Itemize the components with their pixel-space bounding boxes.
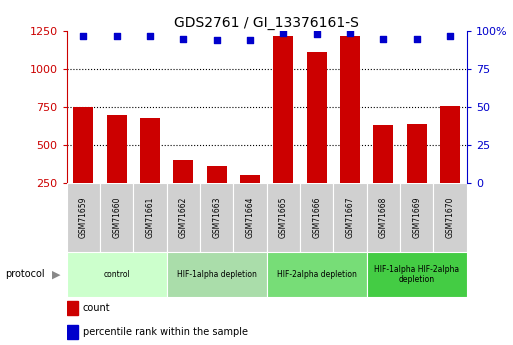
Text: GSM71660: GSM71660 bbox=[112, 197, 121, 238]
Text: percentile rank within the sample: percentile rank within the sample bbox=[83, 327, 248, 337]
Bar bbox=[100, 183, 133, 252]
Point bbox=[446, 33, 454, 38]
Bar bbox=[240, 175, 260, 183]
Point bbox=[112, 33, 121, 38]
Bar bbox=[433, 183, 467, 252]
Bar bbox=[400, 183, 433, 252]
Text: GSM71662: GSM71662 bbox=[179, 197, 188, 238]
Point bbox=[312, 31, 321, 37]
Point bbox=[346, 30, 354, 35]
Bar bbox=[67, 183, 100, 252]
Bar bbox=[267, 252, 367, 297]
Bar bbox=[207, 166, 227, 183]
Text: HIF-1alpha HIF-2alpha
depletion: HIF-1alpha HIF-2alpha depletion bbox=[374, 265, 459, 284]
Bar bbox=[407, 125, 427, 183]
Bar bbox=[140, 118, 160, 183]
Point bbox=[246, 37, 254, 43]
Text: GSM71667: GSM71667 bbox=[346, 197, 354, 238]
Bar bbox=[367, 252, 467, 297]
Title: GDS2761 / GI_13376161-S: GDS2761 / GI_13376161-S bbox=[174, 16, 359, 30]
Bar bbox=[133, 183, 167, 252]
Text: GSM71666: GSM71666 bbox=[312, 197, 321, 238]
Bar bbox=[73, 107, 93, 183]
Bar bbox=[167, 183, 200, 252]
Text: control: control bbox=[103, 270, 130, 279]
Point bbox=[412, 36, 421, 41]
Text: GSM71665: GSM71665 bbox=[279, 197, 288, 238]
Text: HIF-1alpha depletion: HIF-1alpha depletion bbox=[177, 270, 256, 279]
Text: GSM71663: GSM71663 bbox=[212, 197, 221, 238]
Bar bbox=[107, 115, 127, 183]
Bar bbox=[367, 183, 400, 252]
Bar bbox=[273, 36, 293, 183]
Point bbox=[179, 36, 187, 41]
Text: GSM71659: GSM71659 bbox=[79, 197, 88, 238]
Bar bbox=[300, 183, 333, 252]
Bar bbox=[340, 36, 360, 183]
Point bbox=[146, 33, 154, 38]
Text: GSM71661: GSM71661 bbox=[146, 197, 154, 238]
Bar bbox=[67, 252, 167, 297]
Point bbox=[279, 30, 287, 35]
Bar bbox=[333, 183, 367, 252]
Text: GSM71668: GSM71668 bbox=[379, 197, 388, 238]
Bar bbox=[233, 183, 267, 252]
Text: GSM71664: GSM71664 bbox=[246, 197, 254, 238]
Point bbox=[379, 36, 388, 41]
Bar bbox=[440, 106, 460, 183]
Point bbox=[79, 33, 87, 38]
Bar bbox=[173, 160, 193, 183]
Text: ▶: ▶ bbox=[52, 269, 61, 279]
Bar bbox=[267, 183, 300, 252]
Text: count: count bbox=[83, 303, 110, 313]
Point bbox=[212, 37, 221, 43]
Bar bbox=[67, 301, 78, 315]
Bar bbox=[200, 183, 233, 252]
Bar bbox=[67, 325, 78, 339]
Text: GSM71670: GSM71670 bbox=[446, 197, 455, 238]
Text: HIF-2alpha depletion: HIF-2alpha depletion bbox=[277, 270, 357, 279]
Text: protocol: protocol bbox=[5, 269, 45, 279]
Text: GSM71669: GSM71669 bbox=[412, 197, 421, 238]
Bar bbox=[167, 252, 267, 297]
Bar bbox=[373, 125, 393, 183]
Bar bbox=[307, 51, 327, 183]
